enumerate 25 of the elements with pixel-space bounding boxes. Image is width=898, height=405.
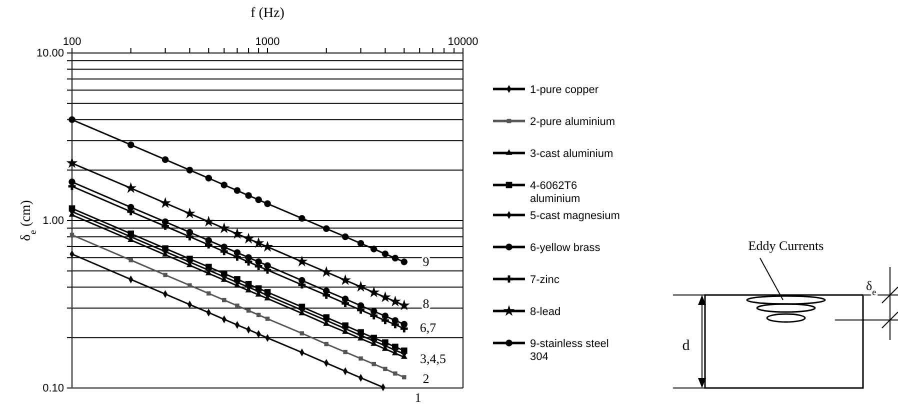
annotation: 8 <box>422 296 430 311</box>
legend-label: 3-cast aluminium <box>530 148 614 160</box>
legend-label: 8-lead <box>530 306 561 318</box>
legend-label: 1-pure copper <box>530 84 599 96</box>
legend-label: 7-zinc <box>530 274 560 286</box>
x-axis-title: f (Hz) <box>250 6 285 21</box>
y-tick-label: 10.00 <box>36 48 64 60</box>
text: d <box>682 338 690 354</box>
legend-label: 6-yellow brass <box>530 242 601 254</box>
annotation: 6,7 <box>420 320 437 335</box>
y-tick-label: 0.10 <box>42 382 64 395</box>
legend-label: 5-cast magnesium <box>530 210 620 222</box>
annotation: 3,4,5 <box>420 351 446 366</box>
text: 1 <box>414 390 422 405</box>
text: Eddy Currents <box>748 238 824 253</box>
text: δ$_{e}$ <box>866 278 876 297</box>
legend-label: 4-6062T6 aluminium <box>530 180 580 205</box>
annotation: 2 <box>422 371 430 386</box>
y-tick-label: 1.00 <box>42 215 64 228</box>
annotation: 9 <box>422 254 430 269</box>
legend-label: 2-pure aluminium <box>530 116 615 128</box>
x-tick-label: 10000 <box>448 36 478 48</box>
x-tick-label: 100 <box>62 36 82 48</box>
legend-label: 9-stainless steel 304 <box>530 338 609 363</box>
x-tick-label: 1000 <box>255 36 280 48</box>
